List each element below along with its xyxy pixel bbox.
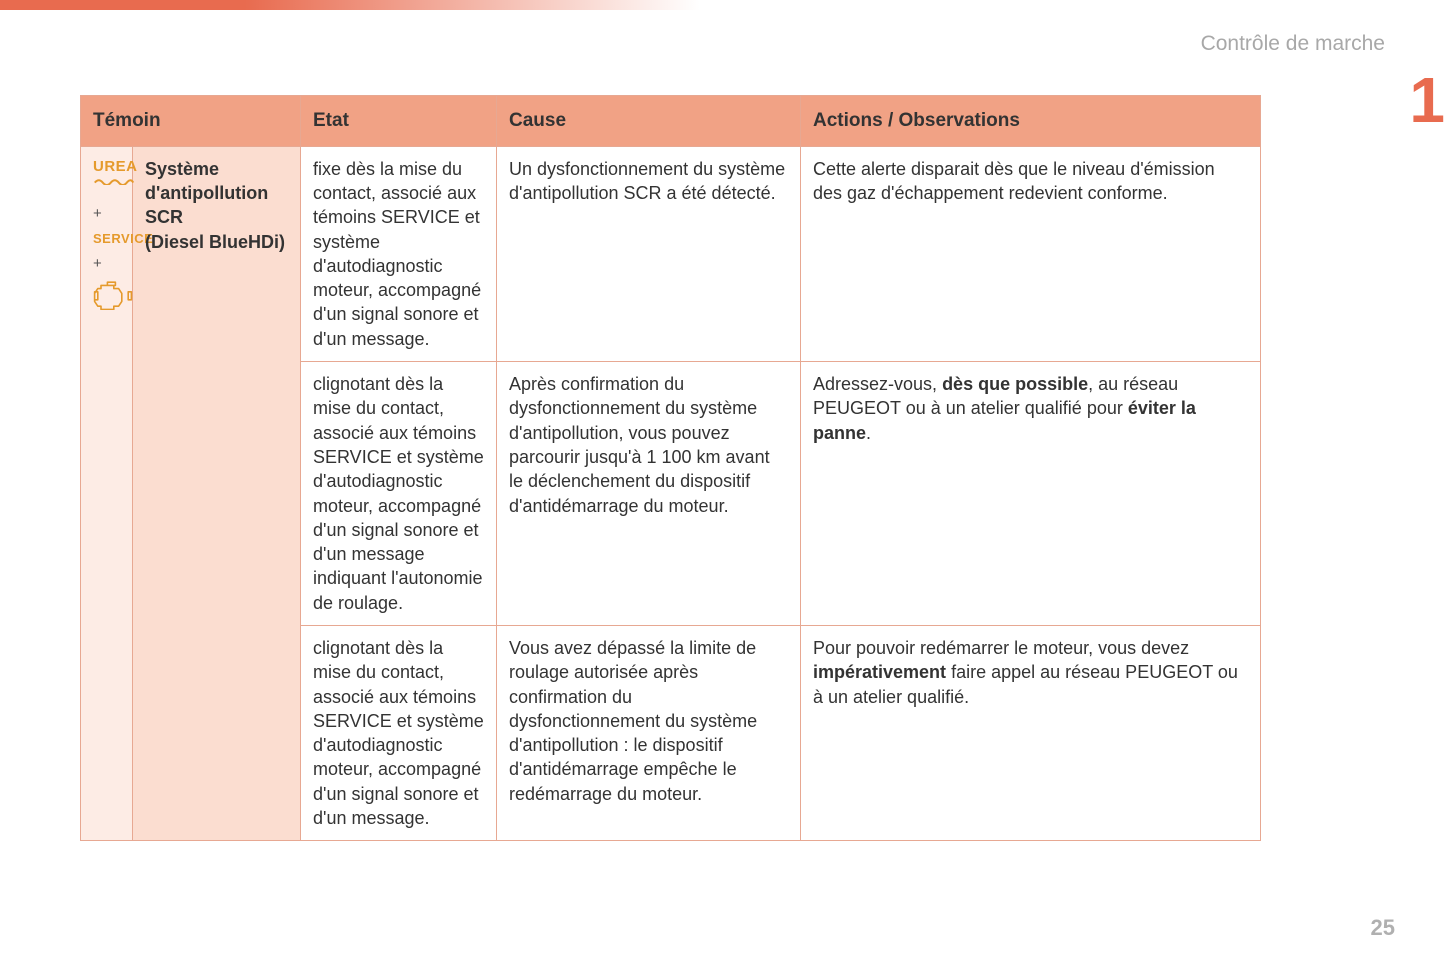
warning-lights-table: Témoin Etat Cause Actions / Observations… bbox=[80, 95, 1261, 841]
service-icon: SERVICE bbox=[93, 230, 120, 248]
indicator-name-cell: Système d'antipollution SCR (Diesel Blue… bbox=[133, 146, 301, 841]
plus-icon: + bbox=[93, 204, 120, 224]
urea-icon: UREA bbox=[93, 157, 120, 177]
table-header-row: Témoin Etat Cause Actions / Observations bbox=[81, 96, 1261, 147]
header-cause: Cause bbox=[497, 96, 801, 147]
actions-cell: Cette alerte disparait dès que le niveau… bbox=[801, 146, 1261, 361]
etat-cell: clignotant dès la mise du contact, assoc… bbox=[301, 625, 497, 840]
etat-cell: clignotant dès la mise du contact, assoc… bbox=[301, 362, 497, 626]
header-actions: Actions / Observations bbox=[801, 96, 1261, 147]
chapter-number: 1 bbox=[1405, 68, 1445, 138]
cause-cell: Vous avez dépassé la limite de roulage a… bbox=[497, 625, 801, 840]
cause-cell: Après confirmation du dysfonctionnement … bbox=[497, 362, 801, 626]
cause-cell: Un dysfonctionnement du système d'antipo… bbox=[497, 146, 801, 361]
indicator-icons-cell: UREA + SERVICE + bbox=[81, 146, 133, 841]
table-row: UREA + SERVICE + Système d'antipollution… bbox=[81, 146, 1261, 361]
engine-icon bbox=[93, 280, 133, 310]
actions-cell: Adressez-vous, dès que possible, au rése… bbox=[801, 362, 1261, 626]
page-number: 25 bbox=[1371, 915, 1395, 941]
indicator-subtitle: (Diesel BlueHDi) bbox=[145, 232, 285, 252]
wavy-line-icon bbox=[93, 177, 135, 185]
header-accent-bar bbox=[0, 0, 700, 10]
section-title: Contrôle de marche bbox=[1201, 32, 1385, 56]
plus-icon: + bbox=[93, 254, 120, 274]
header-etat: Etat bbox=[301, 96, 497, 147]
etat-cell: fixe dès la mise du contact, associé aux… bbox=[301, 146, 497, 361]
indicator-title: Système d'antipollution SCR bbox=[145, 159, 268, 228]
header-temoin: Témoin bbox=[81, 96, 301, 147]
actions-cell: Pour pouvoir redémarrer le moteur, vous … bbox=[801, 625, 1261, 840]
